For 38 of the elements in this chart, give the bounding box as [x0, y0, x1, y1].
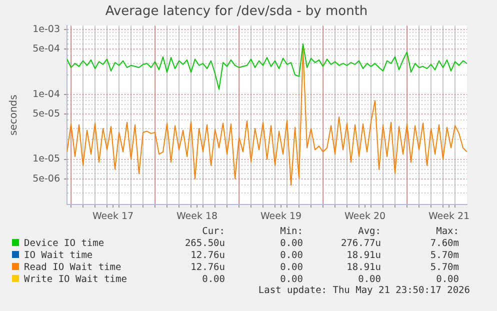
legend-label: Write IO Wait time: [23, 273, 128, 285]
y-tick-label: 5e-04: [32, 44, 60, 55]
y-tick-label: 1e-04: [32, 88, 60, 100]
legend-label: Read IO Wait time: [23, 261, 122, 273]
y-tick-label: 5e-06: [32, 173, 60, 184]
text: 18.91u: [346, 249, 381, 261]
text: Min:: [279, 225, 303, 237]
text: 265.50u: [184, 237, 225, 249]
text: Last update: Thu May 21 23:50:17 2026: [257, 285, 470, 296]
text: 18.91u: [346, 261, 381, 273]
text: 0.00: [435, 273, 459, 285]
x-tick-label: Week 20: [344, 210, 386, 222]
text: 0.00: [279, 273, 303, 285]
y-axis-title: seconds: [8, 94, 20, 136]
text: 0.00: [279, 237, 303, 249]
text: 0.00: [357, 273, 381, 285]
x-tick-label: Week 17: [92, 210, 134, 222]
text: 7.60m: [429, 237, 459, 249]
text: Avg:: [357, 225, 381, 237]
y-tick-label: 5e-05: [32, 108, 60, 120]
text: Cur:: [201, 225, 225, 237]
text: 12.76u: [190, 249, 225, 261]
text: Max:: [435, 225, 459, 237]
text: 5.70m: [429, 261, 459, 273]
text: 0.00: [279, 249, 303, 261]
text: 0.00: [201, 273, 225, 285]
text: 276.77u: [340, 237, 381, 249]
x-tick-label: Week 21: [428, 210, 470, 222]
legend-label: Device IO time: [23, 237, 106, 249]
text: 5.70m: [429, 249, 459, 261]
x-tick-label: Week 18: [176, 210, 218, 222]
y-tick-label: 1e-03: [32, 24, 60, 36]
legend-label: IO Wait time: [23, 249, 94, 261]
text: 0.00: [279, 261, 303, 273]
chart-title: Average latency for /dev/sda - by month: [105, 4, 368, 20]
x-tick-label: Week 19: [260, 210, 302, 222]
text: 12.76u: [190, 261, 225, 273]
y-tick-label: 1e-05: [32, 154, 60, 165]
